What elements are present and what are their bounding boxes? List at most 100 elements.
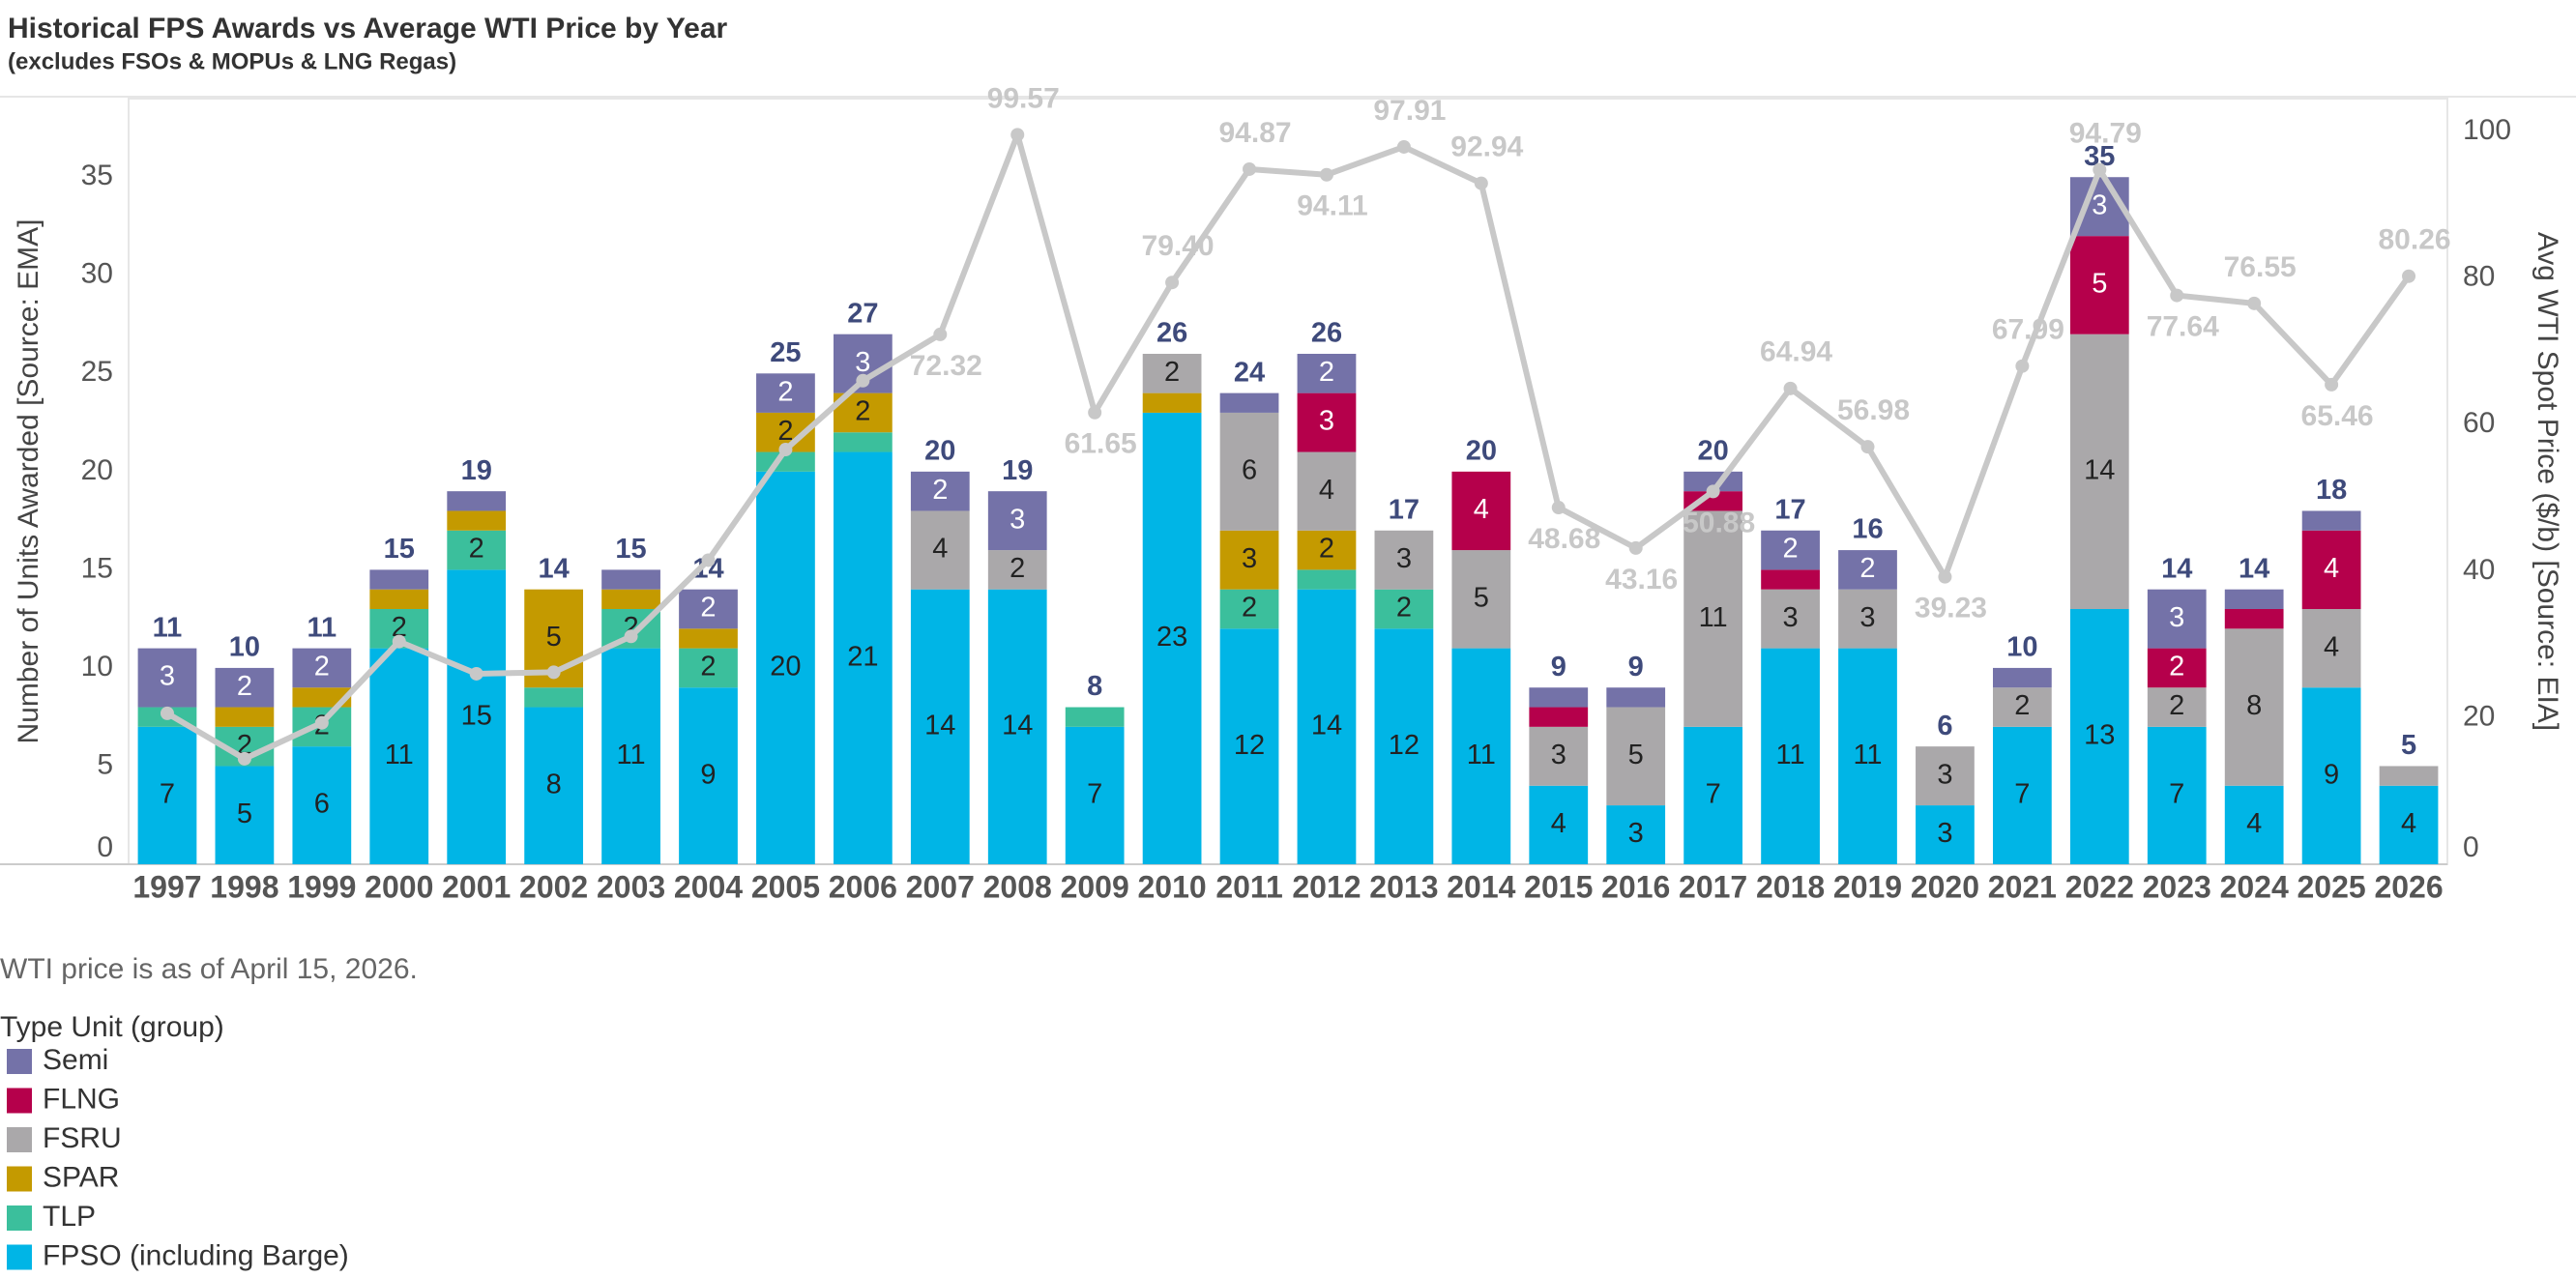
legend-swatch xyxy=(7,1166,32,1192)
y-tick-label: 35 xyxy=(81,160,113,191)
segment-label: 7 xyxy=(2169,779,2184,810)
total-label: 24 xyxy=(1234,357,1265,388)
segment-label: 2 xyxy=(469,534,484,565)
bar-segment xyxy=(1761,530,1820,570)
price-point xyxy=(1088,405,1102,420)
bar-segment xyxy=(2224,785,2284,864)
bar-segment xyxy=(1916,805,1975,864)
total-label: 20 xyxy=(1466,436,1497,467)
x-tick-label: 2023 xyxy=(2143,869,2211,904)
segment-label: 2 xyxy=(1319,534,1334,565)
segment-label: 11 xyxy=(1467,740,1496,770)
price-label: 94.79 xyxy=(2069,118,2142,150)
price-label: 39.23 xyxy=(1915,593,1987,624)
bar-segment xyxy=(679,648,738,688)
legend-label: FLNG xyxy=(43,1083,120,1115)
segment-label: 3 xyxy=(1937,759,1952,790)
price-line xyxy=(165,131,2412,762)
segment-label: 5 xyxy=(2092,269,2107,300)
bar-segment xyxy=(1065,707,1125,727)
price-point xyxy=(933,327,948,341)
price-point xyxy=(1938,569,1952,584)
total-label: 17 xyxy=(1774,494,1805,525)
price-label: 64.94 xyxy=(1760,336,1832,368)
segment-label: 2 xyxy=(1242,593,1257,624)
total-label: 8 xyxy=(1087,671,1102,702)
x-tick-label: 2015 xyxy=(1524,869,1593,904)
x-tick-label: 2024 xyxy=(2220,869,2289,904)
bar-segment xyxy=(1142,392,1202,413)
x-tick-label: 2007 xyxy=(906,869,975,904)
bar-segment xyxy=(2379,785,2439,864)
bar-segment xyxy=(292,648,352,688)
segment-label: 2 xyxy=(1010,553,1025,584)
bar-segment xyxy=(1219,628,1279,864)
legend-swatch xyxy=(7,1127,32,1152)
bar-segment xyxy=(987,491,1047,551)
bar-segment xyxy=(1683,491,1743,511)
bar-segment xyxy=(1451,550,1511,649)
segment-label: 3 xyxy=(1319,406,1334,437)
price-point xyxy=(856,373,870,388)
segment-label: 2 xyxy=(1859,553,1875,584)
bar-segment xyxy=(369,589,429,609)
y-tick-label: 15 xyxy=(81,552,113,584)
total-label: 25 xyxy=(770,337,801,368)
price-point xyxy=(2325,377,2339,392)
price-point xyxy=(624,629,638,644)
total-label: 10 xyxy=(229,632,260,663)
total-label: 20 xyxy=(924,436,955,467)
bar-segment xyxy=(369,648,429,864)
price-point xyxy=(1860,440,1875,454)
bar-segment xyxy=(1529,726,1589,786)
bar-segment xyxy=(2301,510,2361,531)
legend-label: FSRU xyxy=(43,1122,122,1154)
x-tick-label: 2002 xyxy=(519,869,588,904)
price-point xyxy=(1474,176,1488,190)
x-tick-label: 2026 xyxy=(2374,869,2443,904)
bar-segment xyxy=(215,766,275,864)
x-tick-label: 2006 xyxy=(829,869,897,904)
segment-label: 12 xyxy=(1234,730,1265,761)
price-point xyxy=(2247,296,2262,310)
segment-label: 4 xyxy=(1474,494,1489,525)
bar-segment xyxy=(679,628,738,649)
y-tick-label: 20 xyxy=(81,454,113,486)
total-label: 11 xyxy=(153,612,183,643)
segment-label: 11 xyxy=(1853,740,1882,770)
legend-label: FPSO (including Barge) xyxy=(43,1239,349,1271)
price-point xyxy=(1551,501,1566,515)
total-label: 15 xyxy=(615,534,646,565)
bar-segment xyxy=(1606,805,1666,864)
price-point xyxy=(314,715,329,730)
bar-segment xyxy=(1992,667,2052,688)
price-point xyxy=(701,553,716,567)
segment-label: 14 xyxy=(1311,711,1342,741)
bar-segment xyxy=(1451,471,1511,551)
price-label: 48.68 xyxy=(1528,523,1600,555)
bar-segment xyxy=(910,510,970,590)
total-label: 19 xyxy=(461,455,492,486)
price-point xyxy=(237,751,251,766)
price-label: 67.99 xyxy=(1992,314,2064,346)
y-tick-label: 5 xyxy=(97,748,113,780)
x-tick-label: 2010 xyxy=(1138,869,1207,904)
segment-label: 2 xyxy=(2014,690,2030,721)
segment-label: 3 xyxy=(1859,602,1875,633)
total-label: 17 xyxy=(1389,494,1420,525)
x-tick-label: 2018 xyxy=(1756,869,1825,904)
price-label: 79.40 xyxy=(1142,230,1215,262)
y2-tick-label: 0 xyxy=(2463,831,2479,863)
bar-segment xyxy=(910,471,970,511)
segment-label: 11 xyxy=(617,740,646,770)
price-label: 72.32 xyxy=(910,350,982,382)
bar-segment xyxy=(679,589,738,629)
price-label: 97.91 xyxy=(1373,95,1446,127)
bar-segment xyxy=(447,530,507,570)
bar-segment xyxy=(292,687,352,708)
segment-label: 3 xyxy=(855,347,870,378)
x-tick-label: 2020 xyxy=(1911,869,1979,904)
price-label: 50.88 xyxy=(1683,507,1755,538)
segment-label: 2 xyxy=(700,652,716,683)
